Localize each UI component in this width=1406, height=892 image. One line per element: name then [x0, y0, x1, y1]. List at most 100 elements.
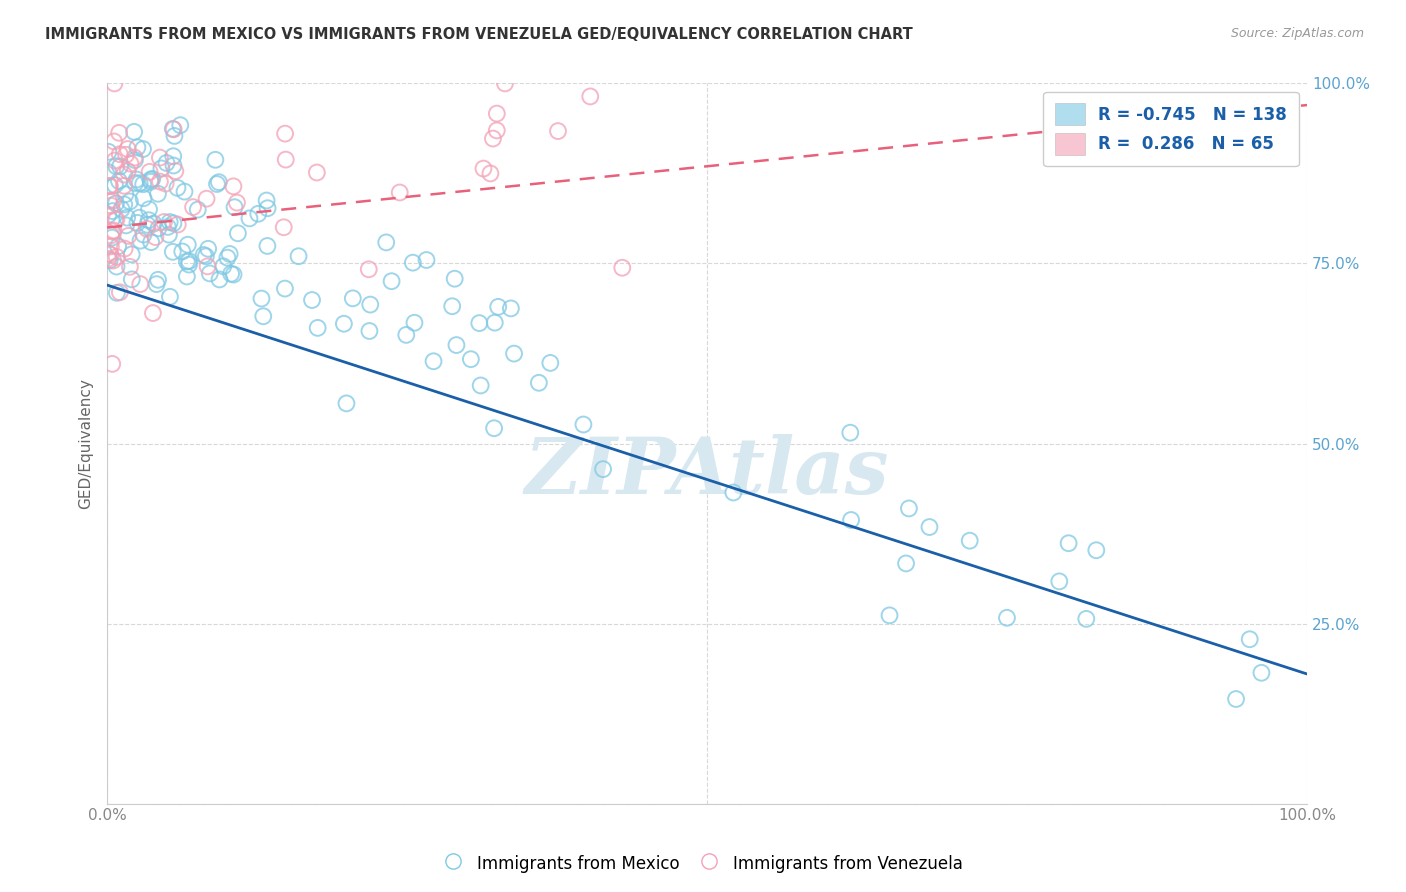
Point	[98, 179, 121, 194]
Point	[155, 177, 177, 191]
Point	[112, 178, 135, 193]
Y-axis label: GED/Equivalency: GED/Equivalency	[79, 378, 93, 509]
Point	[125, 172, 148, 186]
Point	[163, 128, 186, 143]
Point	[879, 608, 901, 623]
Point	[142, 306, 165, 320]
Point	[104, 153, 127, 168]
Point	[162, 159, 184, 173]
Point	[959, 533, 981, 548]
Point	[135, 221, 157, 235]
Point	[101, 225, 124, 239]
Point	[105, 159, 128, 173]
Point	[145, 230, 167, 244]
Point	[141, 172, 163, 186]
Point	[1085, 543, 1108, 558]
Point	[256, 239, 278, 253]
Point	[117, 164, 139, 178]
Point	[115, 219, 138, 233]
Point	[187, 202, 209, 217]
Point	[273, 220, 295, 235]
Point	[162, 244, 184, 259]
Point	[198, 266, 221, 280]
Point	[485, 123, 508, 137]
Point	[118, 194, 141, 209]
Point	[204, 153, 226, 167]
Point	[479, 166, 502, 180]
Point	[112, 197, 135, 211]
Point	[166, 218, 188, 232]
Point	[121, 247, 143, 261]
Point	[105, 250, 128, 264]
Point	[995, 611, 1018, 625]
Text: IMMIGRANTS FROM MEXICO VS IMMIGRANTS FROM VENEZUELA GED/EQUIVALENCY CORRELATION : IMMIGRANTS FROM MEXICO VS IMMIGRANTS FRO…	[45, 27, 912, 42]
Point	[124, 176, 146, 190]
Point	[136, 218, 159, 232]
Point	[218, 247, 240, 261]
Point	[177, 237, 200, 252]
Point	[894, 557, 917, 571]
Point	[359, 297, 381, 311]
Point	[162, 149, 184, 163]
Point	[494, 77, 516, 91]
Point	[499, 301, 522, 316]
Point	[108, 174, 131, 188]
Point	[105, 212, 128, 227]
Point	[101, 204, 124, 219]
Point	[166, 181, 188, 195]
Point	[159, 215, 181, 229]
Legend: Immigrants from Mexico, Immigrants from Venezuela: Immigrants from Mexico, Immigrants from …	[437, 847, 969, 880]
Point	[108, 160, 131, 174]
Point	[274, 153, 297, 167]
Point	[104, 178, 127, 193]
Point	[897, 501, 920, 516]
Point	[108, 285, 131, 300]
Point	[112, 168, 135, 182]
Point	[100, 199, 122, 213]
Point	[375, 235, 398, 250]
Point	[222, 179, 245, 194]
Point	[301, 293, 323, 307]
Point	[208, 175, 231, 189]
Point	[104, 212, 127, 227]
Point	[103, 77, 125, 91]
Point	[1076, 612, 1098, 626]
Point	[172, 244, 194, 259]
Point	[104, 196, 127, 211]
Point	[395, 327, 418, 342]
Point	[1047, 574, 1070, 589]
Point	[381, 274, 404, 288]
Point	[117, 142, 139, 156]
Point	[197, 242, 219, 256]
Text: ZIPAtlas: ZIPAtlas	[524, 434, 890, 510]
Point	[101, 253, 124, 268]
Point	[194, 249, 217, 263]
Point	[486, 300, 509, 314]
Point	[157, 227, 180, 242]
Point	[176, 269, 198, 284]
Point	[138, 213, 160, 227]
Point	[208, 272, 231, 286]
Point	[97, 246, 120, 260]
Point	[128, 176, 150, 190]
Point	[145, 277, 167, 292]
Point	[342, 291, 364, 305]
Point	[333, 317, 356, 331]
Point	[415, 252, 437, 267]
Point	[359, 324, 381, 338]
Point	[132, 227, 155, 242]
Point	[402, 255, 425, 269]
Point	[149, 175, 172, 189]
Text: Source: ZipAtlas.com: Source: ZipAtlas.com	[1230, 27, 1364, 40]
Point	[547, 124, 569, 138]
Point	[470, 378, 492, 392]
Point	[482, 131, 505, 145]
Point	[146, 186, 169, 201]
Point	[485, 106, 508, 120]
Point	[105, 285, 128, 300]
Point	[162, 216, 184, 230]
Point	[1057, 536, 1080, 550]
Point	[256, 194, 278, 208]
Point	[142, 217, 165, 231]
Point	[443, 271, 465, 285]
